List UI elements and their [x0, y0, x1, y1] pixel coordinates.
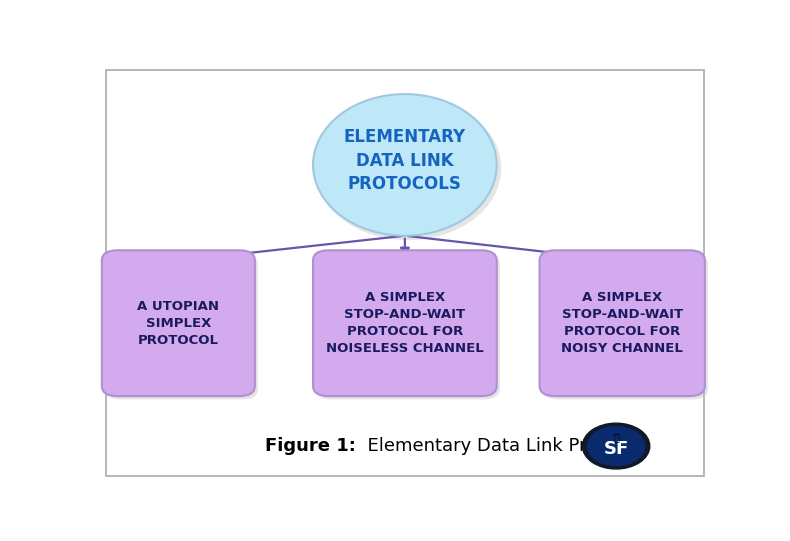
- Text: ELEMENTARY
DATA LINK
PROTOCOLS: ELEMENTARY DATA LINK PROTOCOLS: [344, 128, 466, 193]
- FancyBboxPatch shape: [540, 250, 705, 396]
- Text: A UTOPIAN
SIMPLEX
PROTOCOL: A UTOPIAN SIMPLEX PROTOCOL: [137, 300, 220, 347]
- Text: 📖: 📖: [613, 432, 619, 442]
- Text: A SIMPLEX
STOP-AND-WAIT
PROTOCOL FOR
NOISY CHANNEL: A SIMPLEX STOP-AND-WAIT PROTOCOL FOR NOI…: [561, 291, 683, 355]
- Ellipse shape: [313, 94, 497, 236]
- Circle shape: [588, 427, 645, 466]
- Text: SF: SF: [604, 440, 629, 458]
- Circle shape: [582, 423, 650, 469]
- Text: Figure 1:: Figure 1:: [265, 437, 356, 455]
- FancyBboxPatch shape: [543, 254, 708, 399]
- FancyBboxPatch shape: [316, 254, 500, 399]
- FancyBboxPatch shape: [105, 254, 258, 399]
- FancyBboxPatch shape: [313, 250, 497, 396]
- Text: Elementary Data Link Protocols: Elementary Data Link Protocols: [356, 437, 650, 455]
- Ellipse shape: [314, 96, 502, 240]
- FancyBboxPatch shape: [102, 250, 255, 396]
- Text: A SIMPLEX
STOP-AND-WAIT
PROTOCOL FOR
NOISELESS CHANNEL: A SIMPLEX STOP-AND-WAIT PROTOCOL FOR NOI…: [326, 291, 483, 355]
- FancyBboxPatch shape: [106, 70, 704, 477]
